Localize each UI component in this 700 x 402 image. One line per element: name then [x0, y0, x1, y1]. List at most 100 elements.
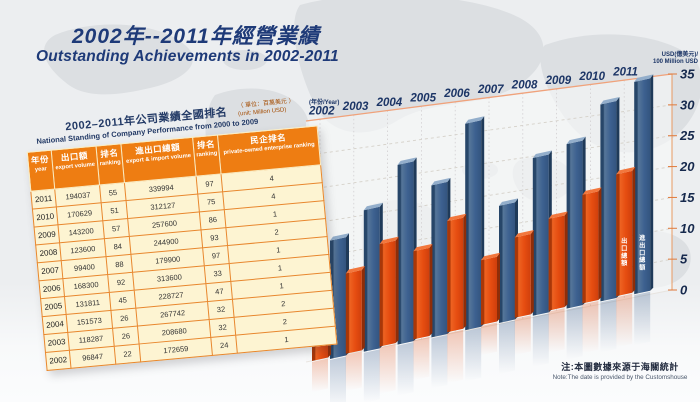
- bar-front: [514, 234, 531, 318]
- bar-3d: [413, 243, 433, 381]
- bar-3d: [582, 187, 602, 354]
- bar-front: [616, 170, 633, 297]
- bar-reflection: [566, 306, 583, 360]
- year-label: 2002: [308, 106, 335, 118]
- bar-side: [650, 74, 654, 291]
- bar-top: [465, 116, 485, 124]
- series-label: 進出口總額: [638, 234, 646, 272]
- bar-reflection: [548, 308, 565, 353]
- column-header: 年份 year: [27, 150, 55, 192]
- bar-side: [429, 243, 433, 336]
- value-cell: 33: [204, 263, 232, 284]
- bar-front: [634, 78, 651, 295]
- year-label: 2006: [443, 88, 470, 100]
- bar-reflection: [330, 356, 346, 402]
- y-tick-label: 5: [680, 252, 688, 267]
- column-header: 進出口總額 export & import volume: [121, 137, 197, 183]
- bar-front: [532, 154, 549, 316]
- bar-reflection: [514, 315, 531, 355]
- bar-side: [530, 230, 534, 315]
- year-cell: 2006: [38, 278, 65, 299]
- bar-reflection: [345, 351, 362, 391]
- bar-reflection: [616, 293, 633, 348]
- bar-front: [431, 181, 448, 338]
- value-cell: 75: [197, 191, 225, 212]
- bar-top: [616, 166, 636, 175]
- bar-top: [566, 136, 586, 145]
- y-tick-label: 30: [680, 97, 695, 112]
- bar-front: [600, 101, 617, 302]
- bar-top: [345, 266, 365, 274]
- bar-top: [600, 97, 620, 105]
- y-tick-label: 35: [680, 67, 695, 82]
- bar-side: [361, 266, 365, 351]
- x-axis-line: [305, 73, 673, 122]
- value-cell: 26: [110, 308, 138, 329]
- value-cell: 22: [114, 343, 141, 365]
- bar-side: [632, 166, 636, 293]
- bar-side: [497, 252, 500, 322]
- value-cell: 55: [99, 182, 127, 203]
- year-label: 2004: [376, 97, 403, 109]
- bar-reflection: [363, 349, 380, 402]
- year-label: 2003: [342, 101, 369, 113]
- bar-top: [582, 187, 602, 195]
- value-cell: 26: [112, 326, 140, 347]
- bar-front: [413, 247, 430, 340]
- bar-3d: [481, 252, 500, 356]
- bar-front: [379, 240, 396, 347]
- value-cell: 92: [107, 272, 135, 293]
- year-cell: 2007: [37, 260, 63, 281]
- bar-front: [481, 256, 497, 325]
- year-cell: 2009: [34, 224, 60, 245]
- page-title: 2002年--2011年經營業績 Outstanding Achievement…: [36, 25, 339, 66]
- bar-top: [548, 211, 568, 219]
- source-note-en: Note:The date is provided by the Customs…: [552, 374, 688, 381]
- bar-3d: [548, 211, 568, 353]
- bar-reflection: [532, 313, 549, 367]
- bar-reflection: [600, 298, 617, 353]
- bar-front: [447, 217, 464, 333]
- series-label: 出口總額: [620, 237, 628, 267]
- bar-front: [397, 161, 414, 345]
- year-cell: 2003: [43, 332, 70, 353]
- year-label: 2009: [545, 75, 572, 87]
- year-cell: 2008: [35, 242, 62, 263]
- y-tick-label: 25: [679, 128, 695, 143]
- value-cell: 84: [104, 236, 132, 257]
- bar-3d: [514, 230, 534, 355]
- bar-front: [345, 270, 362, 354]
- value-cell: 51: [101, 200, 128, 221]
- year-cell: 2002: [45, 350, 72, 371]
- bar-reflection: [397, 342, 414, 396]
- bar-top: [330, 233, 349, 241]
- column-header: 出口額 export volume: [51, 146, 100, 189]
- y-tick-label: 20: [679, 159, 695, 174]
- bar-side: [564, 211, 568, 308]
- bar-front: [499, 202, 515, 323]
- bar-top: [499, 198, 518, 206]
- column-header: 排名 ranking: [192, 134, 222, 177]
- bar-top: [514, 230, 534, 238]
- bar-front: [566, 140, 583, 309]
- performance-table: 年份 year 出口額 export volume 排名 ranking 進出口總額 expo…: [26, 125, 338, 371]
- bar-top: [431, 177, 451, 186]
- y-unit-label: USD(億美元)/: [662, 50, 699, 58]
- bar-reflection: [379, 344, 396, 394]
- bar-top: [363, 202, 383, 211]
- bar-side: [463, 213, 467, 329]
- ranking-table-panel: 2002–2011年公司業績全國排名 National Standing of …: [24, 96, 338, 371]
- year-label: 2007: [477, 84, 504, 96]
- year-cell: 2005: [40, 296, 67, 317]
- value-cell: 57: [102, 218, 130, 239]
- bar-front: [582, 191, 599, 304]
- bar-front: [548, 215, 565, 311]
- bar-top: [379, 236, 399, 245]
- value-cell: 97: [196, 173, 223, 195]
- bar-top: [413, 243, 433, 252]
- bar-3d: [634, 74, 654, 346]
- bar-reflection: [634, 291, 651, 346]
- page-title-zh: 2002年--2011年經營業績: [72, 25, 320, 48]
